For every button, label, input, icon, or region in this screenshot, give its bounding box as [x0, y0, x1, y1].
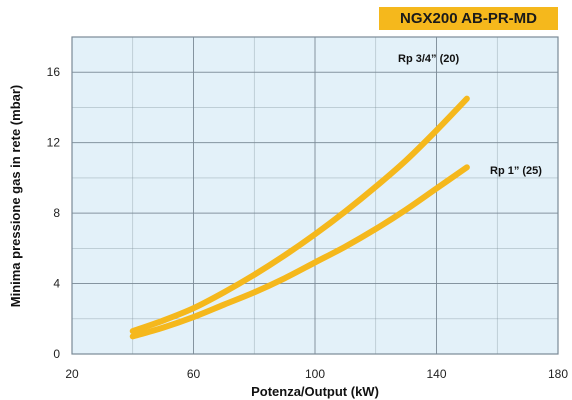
x-axis-title: Potenza/Output (kW)	[251, 384, 379, 399]
grid-lines	[71, 36, 559, 355]
series-layer	[129, 95, 470, 340]
x-tick-label: 100	[305, 367, 325, 381]
y-tick-label: 12	[47, 136, 61, 150]
series-line-0	[129, 95, 470, 335]
series-line-1	[129, 164, 470, 340]
plot-frame	[71, 36, 559, 355]
x-tick-label: 140	[426, 367, 446, 381]
x-tick-label: 60	[187, 367, 201, 381]
x-tick-label: 180	[548, 367, 568, 381]
y-tick-label: 16	[47, 65, 61, 79]
chart-title: NGX200 AB-PR-MD	[379, 7, 558, 30]
y-tick-label: 4	[53, 277, 60, 291]
y-tick-label: 0	[53, 347, 60, 361]
y-tick-label: 8	[53, 206, 60, 220]
series-label-rp-3-4: Rp 3/4” (20)	[398, 53, 459, 65]
tick-labels: 20 60 100 140 180 0 4 8 12 16	[47, 65, 569, 381]
x-tick-label: 20	[65, 367, 79, 381]
series-label-rp-1: Rp 1” (25)	[490, 165, 542, 177]
y-axis-title: Minima pressione gas in rete (mbar)	[8, 85, 23, 308]
